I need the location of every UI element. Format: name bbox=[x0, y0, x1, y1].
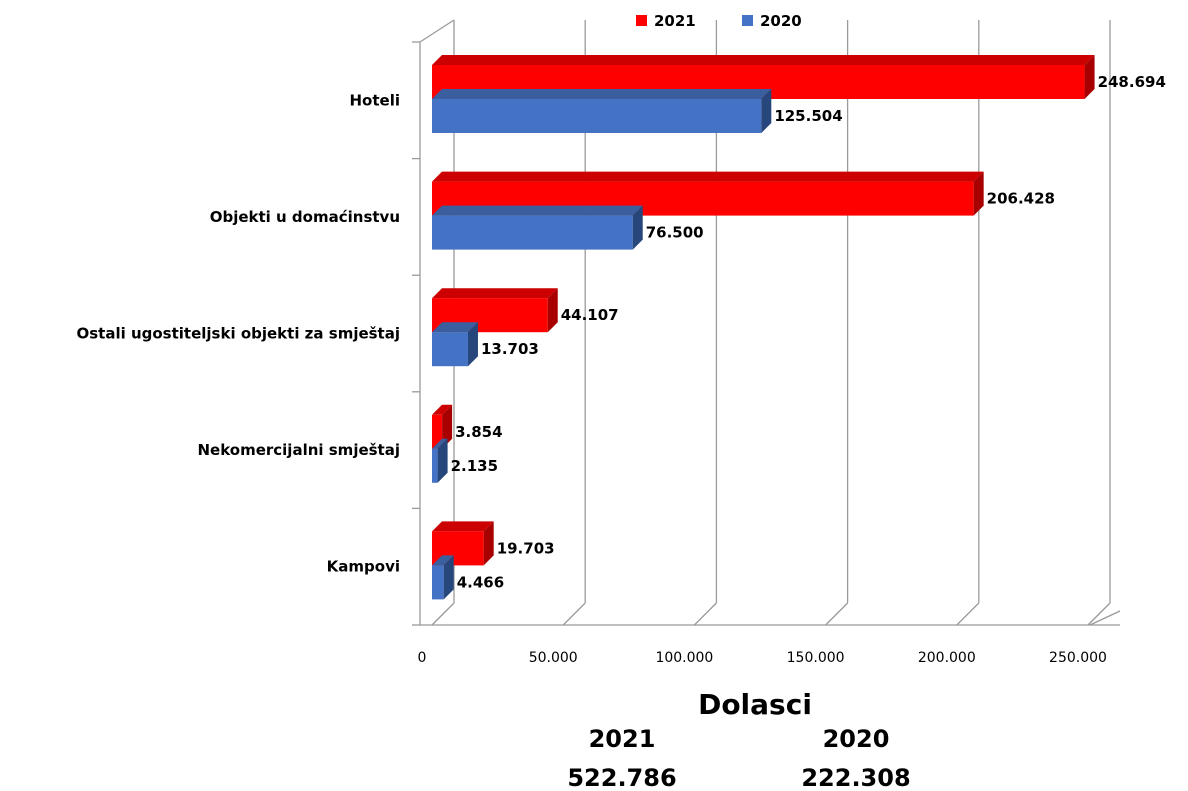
bar-side-face bbox=[1084, 55, 1095, 99]
bar-side-face bbox=[761, 89, 772, 133]
floor-gridline bbox=[1087, 602, 1111, 626]
label-layer: 0 50.000 100.000 150.000 200.000 250.000 Hotel… bbox=[76, 73, 1165, 666]
data-label: 3.854 bbox=[455, 423, 502, 441]
category-label: Objekti u domaćinstvu bbox=[210, 208, 400, 226]
bar-side-face bbox=[467, 322, 478, 367]
bar-2021 bbox=[432, 404, 453, 449]
bar-top-face bbox=[432, 171, 984, 182]
bar-layer bbox=[432, 55, 1095, 600]
bar-2021 bbox=[432, 288, 558, 333]
data-label: 206.428 bbox=[987, 190, 1055, 208]
bar-2020 bbox=[432, 322, 478, 367]
bar-top-face bbox=[432, 205, 643, 216]
bar-top-face bbox=[432, 89, 772, 99]
data-label: 44.107 bbox=[561, 306, 619, 324]
x-tick-label: 50.000 bbox=[529, 650, 578, 666]
totals-summary: 2021 522.786 2020 222.308 bbox=[567, 725, 910, 791]
bar-top-face bbox=[432, 288, 558, 299]
bar-side-face bbox=[547, 288, 558, 333]
bar-2020 bbox=[432, 205, 643, 250]
data-label: 125.504 bbox=[774, 107, 842, 125]
category-label: Kampovi bbox=[327, 558, 400, 576]
bar-top-face bbox=[432, 438, 448, 449]
floor-gridline bbox=[956, 602, 980, 626]
legend-swatch bbox=[742, 15, 753, 26]
legend: 2021 2020 bbox=[636, 12, 802, 30]
bar-2020 bbox=[432, 555, 454, 600]
floor-gridline bbox=[431, 602, 455, 626]
data-label: 19.703 bbox=[497, 539, 555, 557]
bar-side-face bbox=[483, 521, 494, 566]
category-label: Nekomercijalni smještaj bbox=[197, 441, 400, 459]
bar-front-face bbox=[432, 565, 444, 600]
data-label: 76.500 bbox=[646, 224, 704, 242]
floor-gridline bbox=[693, 602, 717, 626]
bar-front-face bbox=[432, 99, 762, 133]
bar-side-face bbox=[973, 171, 984, 216]
bar-2020 bbox=[432, 89, 772, 133]
category-label: Ostali ugostiteljski objekti za smještaj bbox=[76, 325, 400, 343]
total-year: 2020 bbox=[823, 725, 890, 753]
y-axis-top bbox=[419, 19, 455, 43]
bar-side-face bbox=[443, 555, 454, 600]
x-tick-label: 200.000 bbox=[918, 650, 976, 666]
bar-top-face bbox=[432, 521, 494, 532]
bar-2020 bbox=[432, 438, 448, 483]
floor-gridline bbox=[562, 602, 586, 626]
bar-front-face bbox=[432, 332, 468, 367]
bar-side-face bbox=[442, 404, 453, 449]
total-value: 522.786 bbox=[567, 764, 676, 791]
total-year: 2021 bbox=[589, 725, 656, 753]
legend-swatch bbox=[636, 15, 647, 26]
data-label: 2.135 bbox=[451, 457, 498, 475]
bar-top-face bbox=[432, 404, 453, 415]
bar-front-face bbox=[432, 215, 633, 250]
data-label: 248.694 bbox=[1098, 73, 1166, 91]
x-tick-label: 250.000 bbox=[1049, 650, 1107, 666]
bar-top-face bbox=[432, 55, 1095, 65]
bar-top-face bbox=[432, 322, 478, 333]
bar-front-face bbox=[432, 414, 443, 449]
bar-front-face bbox=[432, 448, 438, 483]
bar-top-face bbox=[432, 555, 454, 566]
x-tick-label: 0 bbox=[418, 650, 427, 666]
floor-edge bbox=[1089, 610, 1121, 626]
total-value: 222.308 bbox=[801, 764, 910, 791]
x-tick-label: 100.000 bbox=[655, 650, 713, 666]
bar-side-face bbox=[437, 438, 448, 483]
data-label: 13.703 bbox=[481, 340, 539, 358]
legend-label: 2021 bbox=[654, 12, 696, 30]
x-tick-label: 150.000 bbox=[787, 650, 845, 666]
legend-label: 2020 bbox=[760, 12, 802, 30]
bar-side-face bbox=[632, 205, 643, 250]
floor-gridline bbox=[825, 602, 849, 626]
x-axis-title: Dolasci bbox=[698, 688, 812, 721]
category-label: Hoteli bbox=[350, 91, 401, 109]
data-label: 4.466 bbox=[457, 573, 504, 591]
